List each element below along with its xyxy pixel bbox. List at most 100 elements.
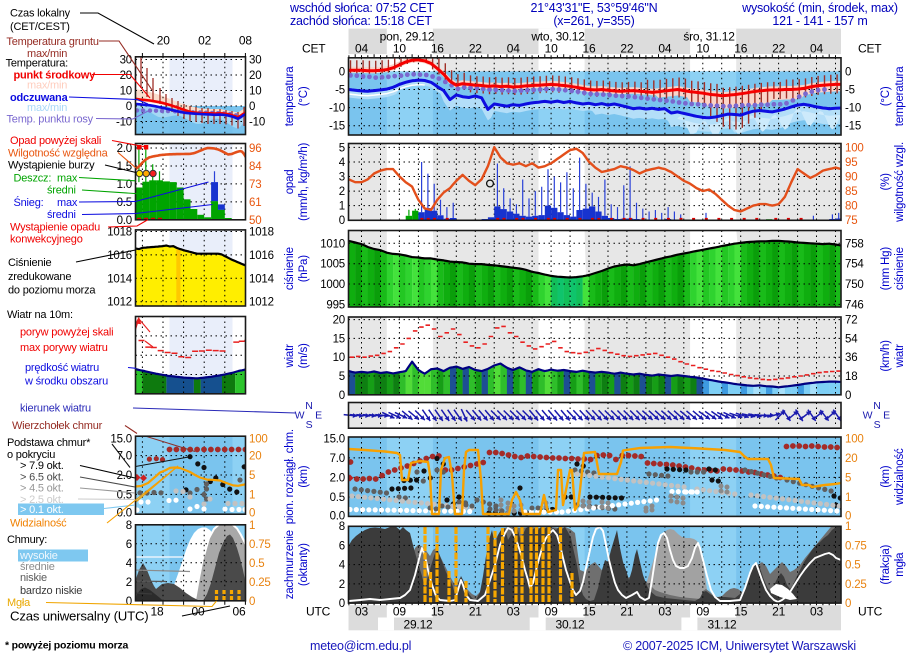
svg-text:Widzialność: Widzialność <box>10 518 67 530</box>
svg-text:0: 0 <box>845 66 851 78</box>
svg-text:15: 15 <box>431 605 444 619</box>
svg-text:0.75: 0.75 <box>845 540 867 552</box>
svg-text:CET: CET <box>302 42 326 56</box>
svg-text:max porywy wiatru: max porywy wiatru <box>20 342 108 354</box>
svg-text:(°C): (°C) <box>880 86 892 106</box>
svg-text:Chmury:: Chmury: <box>7 534 47 546</box>
svg-text:bardzo niskie: bardzo niskie <box>20 585 82 597</box>
svg-text:16: 16 <box>583 42 596 56</box>
svg-text:15: 15 <box>333 333 345 345</box>
svg-text:4: 4 <box>339 157 346 169</box>
svg-text:5: 5 <box>339 142 345 154</box>
svg-text:0: 0 <box>339 66 345 78</box>
svg-text:zachód słońca: 15:18 CET: zachód słońca: 15:18 CET <box>290 14 432 28</box>
svg-text:Wystąpienie opadu: Wystąpienie opadu <box>10 221 100 233</box>
svg-text:1: 1 <box>845 492 851 504</box>
svg-text:1000: 1000 <box>320 279 345 291</box>
svg-text:> 6.5 okt.: > 6.5 okt. <box>20 471 64 483</box>
svg-text:3: 3 <box>339 172 345 184</box>
svg-text:03: 03 <box>810 605 823 619</box>
svg-text:95: 95 <box>845 157 857 169</box>
svg-text:CET: CET <box>858 42 882 56</box>
svg-text:0: 0 <box>339 390 345 402</box>
svg-text:(°C): (°C) <box>298 86 310 106</box>
svg-text:30: 30 <box>120 55 132 67</box>
svg-text:4: 4 <box>126 558 133 570</box>
svg-text:2: 2 <box>339 579 345 591</box>
svg-text:754: 754 <box>845 259 864 271</box>
svg-text:(m/s): (m/s) <box>298 343 310 369</box>
svg-text:S: S <box>874 419 881 431</box>
svg-text:(x=261, y=355): (x=261, y=355) <box>553 14 634 28</box>
svg-text:72: 72 <box>845 315 857 327</box>
svg-text:średnie: średnie <box>20 561 55 573</box>
svg-text:1: 1 <box>845 521 851 533</box>
svg-text:2: 2 <box>339 186 345 198</box>
svg-text:Temperatura gruntu: Temperatura gruntu <box>6 36 98 48</box>
svg-text:temperatura: temperatura <box>284 66 296 127</box>
svg-text:16: 16 <box>431 42 444 56</box>
svg-text:0.25: 0.25 <box>845 579 867 591</box>
svg-text:wiatr: wiatr <box>894 344 906 369</box>
svg-text:-5: -5 <box>845 85 855 97</box>
svg-text:średni: średni <box>47 185 76 197</box>
svg-text:61: 61 <box>249 197 261 209</box>
svg-text:S: S <box>306 419 313 431</box>
svg-text:85: 85 <box>845 186 857 198</box>
svg-text:10: 10 <box>545 42 558 56</box>
svg-text:mgła: mgła <box>894 552 906 577</box>
svg-text:0.75: 0.75 <box>249 539 271 551</box>
svg-text:1014: 1014 <box>249 273 275 285</box>
svg-text:ciśnienie: ciśnienie <box>284 247 296 290</box>
svg-text:Deszcz:: Deszcz: <box>14 172 52 184</box>
svg-text:10: 10 <box>393 42 406 56</box>
svg-text:UTC: UTC <box>858 605 883 619</box>
svg-text:średni: średni <box>47 209 76 221</box>
svg-text:7.0: 7.0 <box>330 453 345 465</box>
svg-text:758: 758 <box>845 238 864 250</box>
svg-text:© 2007-2025 ICM, Uniwersytet W: © 2007-2025 ICM, Uniwersytet Warszawski <box>623 639 856 653</box>
svg-text:1010: 1010 <box>320 238 345 250</box>
svg-text:1: 1 <box>249 520 255 532</box>
svg-text:73: 73 <box>249 179 261 191</box>
svg-text:E: E <box>315 410 322 422</box>
svg-text:15: 15 <box>583 605 596 619</box>
svg-text:04: 04 <box>355 42 368 56</box>
svg-text:54: 54 <box>845 333 858 345</box>
svg-text:15.0: 15.0 <box>110 433 132 445</box>
svg-text:5: 5 <box>339 371 345 383</box>
svg-text:Podstawa chmur*: Podstawa chmur* <box>7 437 91 449</box>
svg-text:750: 750 <box>845 279 864 291</box>
svg-text:8: 8 <box>339 521 345 533</box>
svg-text:10: 10 <box>696 42 709 56</box>
svg-text:0.25: 0.25 <box>249 577 271 589</box>
svg-text:0: 0 <box>845 598 851 610</box>
svg-text:4: 4 <box>339 560 346 572</box>
svg-text:0.0: 0.0 <box>117 215 132 227</box>
svg-text:04: 04 <box>810 42 823 56</box>
svg-text:50: 50 <box>249 215 261 227</box>
svg-text:20: 20 <box>157 34 170 48</box>
svg-text:widzialność: widzialność <box>894 448 906 506</box>
svg-text:-10: -10 <box>249 117 265 129</box>
svg-text:(oktanty): (oktanty) <box>298 543 310 586</box>
svg-text:UTC: UTC <box>306 605 331 619</box>
svg-text:0.5: 0.5 <box>330 492 345 504</box>
svg-text:W: W <box>295 410 305 422</box>
svg-text:03: 03 <box>658 605 671 619</box>
svg-text:wysokość (min, środek, max): wysokość (min, środek, max) <box>741 1 898 15</box>
svg-text:temperatura: temperatura <box>894 66 906 127</box>
svg-text:0: 0 <box>339 598 345 610</box>
svg-text:-15: -15 <box>329 121 345 133</box>
svg-text:100: 100 <box>845 142 864 154</box>
svg-text:18: 18 <box>151 605 164 619</box>
svg-text:> 7.9 okt.: > 7.9 okt. <box>20 460 64 472</box>
svg-text:-5: -5 <box>335 85 345 97</box>
svg-text:20: 20 <box>333 315 345 327</box>
svg-text:1: 1 <box>339 201 345 213</box>
svg-text:22: 22 <box>772 42 785 56</box>
svg-text:N: N <box>873 400 880 412</box>
svg-text:pion. rozciągł. chm.: pion. rozciągł. chm. <box>284 429 296 524</box>
svg-text:04: 04 <box>507 42 520 56</box>
svg-text:21°43'31"E, 53°59'46"N: 21°43'31"E, 53°59'46"N <box>531 1 658 15</box>
